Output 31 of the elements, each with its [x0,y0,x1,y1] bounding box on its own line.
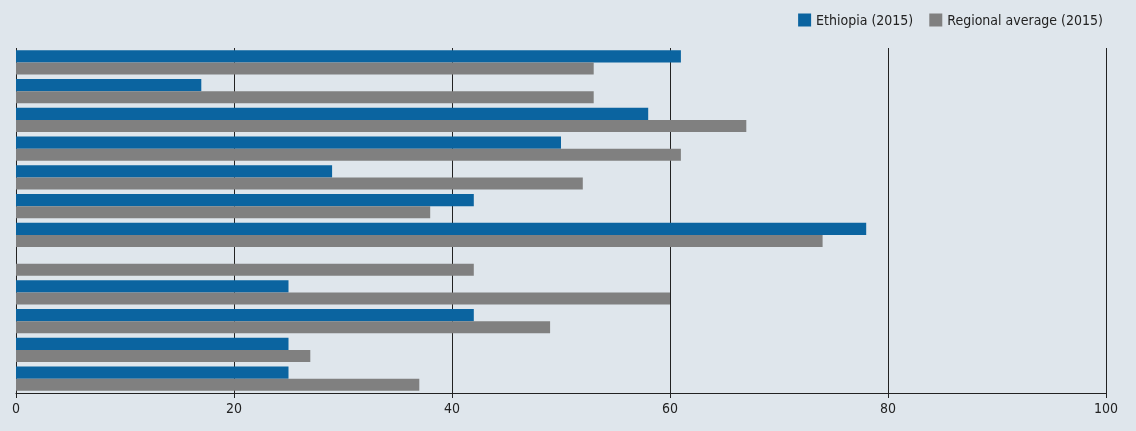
bar [16,50,681,63]
bar [16,119,747,132]
bar [16,206,431,219]
x-tick-label: 100 [1093,400,1119,416]
legend-label: Ethiopia (2015) [816,12,914,28]
x-tick-label: 60 [661,400,679,416]
bar [16,292,670,305]
bar [16,148,681,161]
bar [16,378,420,391]
x-tick-label: 20 [225,400,243,416]
x-tick-label: 40 [443,400,461,416]
bar [16,337,289,350]
bar [16,234,823,247]
bar [16,79,202,92]
bar [16,165,333,178]
bar [16,194,474,207]
bar [16,366,289,379]
bar [16,280,289,293]
bar [16,222,867,235]
bar [16,107,649,120]
bar [16,136,561,149]
bar [16,263,474,276]
x-tick-label: 0 [11,400,21,416]
bar [16,349,311,362]
x-tick-label: 80 [879,400,897,416]
bar [16,62,594,75]
bar [16,177,583,190]
bar [16,309,474,322]
bar [16,321,551,334]
legend-label: Regional average (2015) [947,12,1103,28]
bar [16,91,594,104]
